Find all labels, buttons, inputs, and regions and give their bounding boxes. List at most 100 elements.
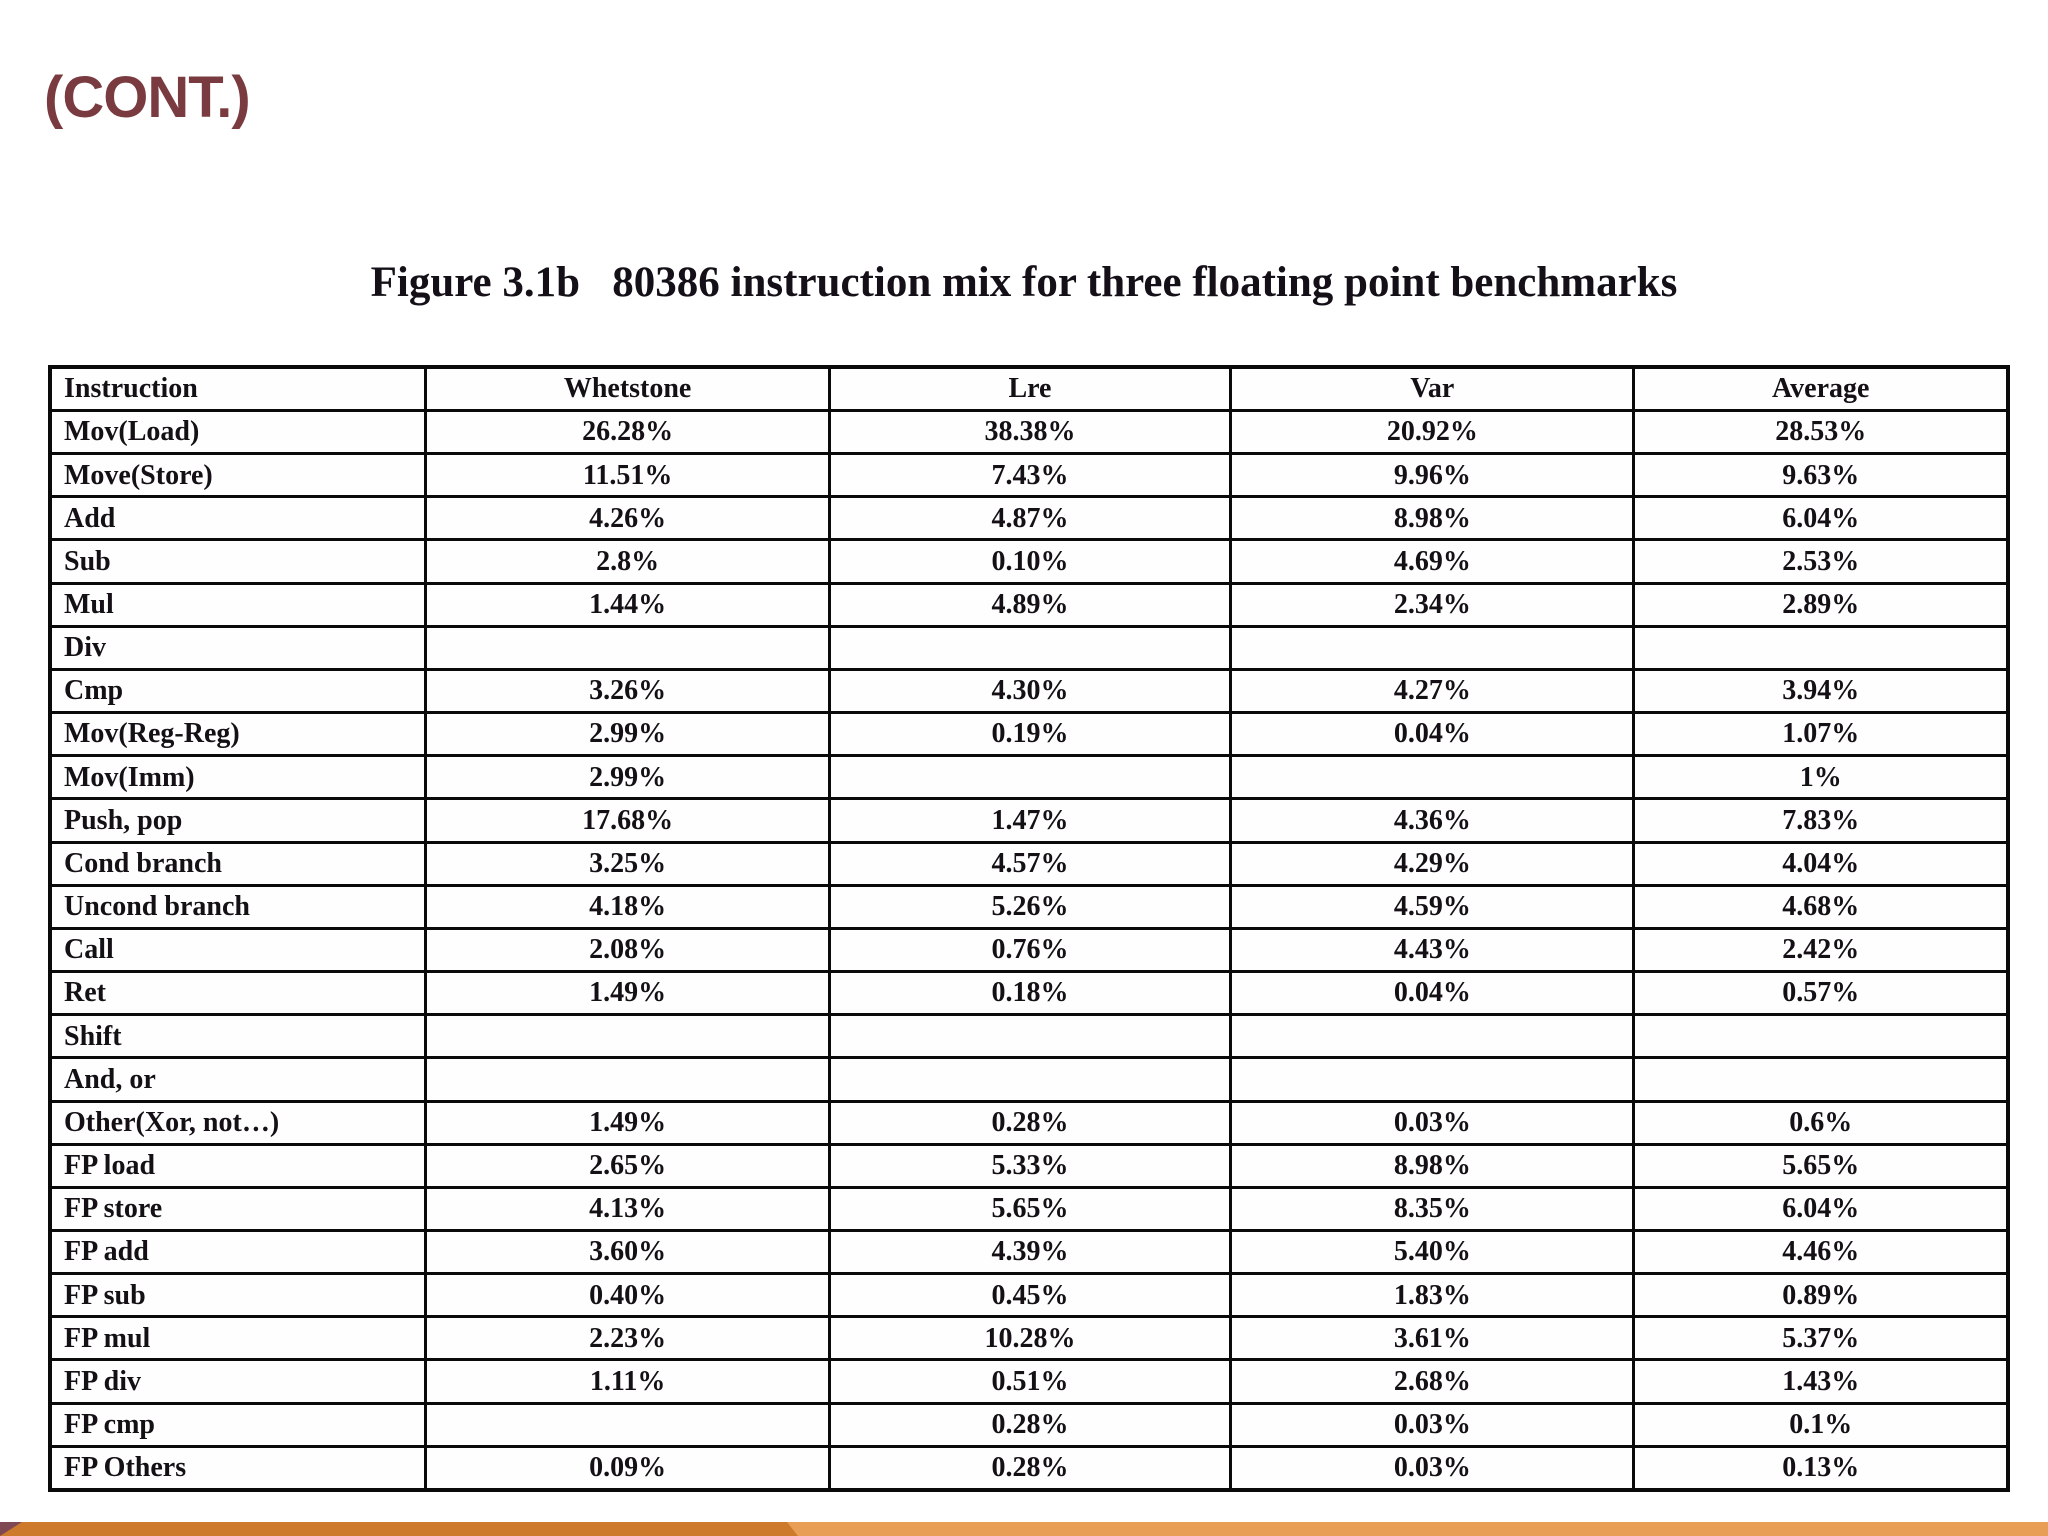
value-cell: 17.68% [424,797,831,844]
value-cell: 0.1% [1632,1401,2010,1448]
value-cell: 2.42% [1632,926,2010,974]
value-cell: 0.18% [827,970,1233,1017]
slide-heading: (CONT.) [44,65,251,130]
value-cell: 4.27% [1229,667,1636,715]
value-cell [827,1056,1233,1103]
value-cell: 0.04% [1229,970,1636,1017]
table-row: Mul 1.44% 4.89% 2.34% 2.89% [48,581,2010,628]
value-cell: 26.28% [424,408,831,456]
instruction-cell: Other(Xor, not…) [48,1099,428,1146]
value-cell [424,624,831,671]
table-row: FP Others 0.09% 0.28% 0.03% 0.13% [48,1444,2010,1492]
value-cell: 2.34% [1229,581,1636,628]
value-cell: 11.51% [424,452,831,499]
value-cell: 2.68% [1229,1358,1636,1405]
value-cell: 4.18% [424,883,831,930]
instruction-cell: FP div [48,1358,428,1405]
value-cell: 4.87% [827,495,1233,542]
value-cell: 10.28% [827,1315,1233,1362]
value-cell: 6.04% [1632,495,2010,542]
value-cell: 8.98% [1229,495,1636,542]
table-row: Other(Xor, not…) 1.49% 0.28% 0.03% 0.6% [48,1099,2010,1146]
value-cell: 0.28% [827,1099,1233,1146]
instruction-cell: FP store [48,1185,428,1232]
value-cell: 3.61% [1229,1315,1636,1362]
instruction-cell: Sub [48,538,428,585]
value-cell: 6.04% [1632,1185,2010,1232]
value-cell: 8.35% [1229,1185,1636,1232]
instruction-cell: And, or [48,1056,428,1103]
column-header: Whetstone [424,365,831,412]
footer-accent-dark [0,1522,798,1536]
value-cell: 5.33% [827,1142,1233,1189]
value-cell: 0.13% [1632,1444,2010,1492]
table-header: Instruction Whetstone Lre Var Average [48,365,2010,412]
instruction-cell: FP sub [48,1272,428,1319]
table-row: Push, pop 17.68% 1.47% 4.36% 7.83% [48,797,2010,844]
instruction-cell: FP mul [48,1315,428,1362]
value-cell: 4.43% [1229,926,1636,974]
value-cell [827,1013,1233,1060]
instruction-mix-table: Instruction Whetstone Lre Var Average Mov(Lo… [48,365,2010,1492]
value-cell: 2.99% [424,754,831,801]
value-cell: 1.44% [424,581,831,628]
value-cell: 4.39% [827,1228,1233,1276]
table-body: Mov(Load) 26.28% 38.38% 20.92% 28.53% Move(St… [48,408,2010,1492]
instruction-cell: Push, pop [48,797,428,844]
instruction-cell: Add [48,495,428,542]
value-cell: 0.51% [827,1358,1233,1405]
table-row: FP add 3.60% 4.39% 5.40% 4.46% [48,1228,2010,1276]
value-cell: 2.89% [1632,581,2010,628]
value-cell: 5.37% [1632,1315,2010,1362]
value-cell [1229,1013,1636,1060]
table-row: Uncond branch 4.18% 5.26% 4.59% 4.68% [48,883,2010,930]
table-row: Sub 2.8% 0.10% 4.69% 2.53% [48,538,2010,585]
value-cell: 4.57% [827,840,1233,887]
value-cell: 0.03% [1229,1401,1636,1448]
value-cell: 38.38% [827,408,1233,456]
value-cell: 0.19% [827,711,1233,758]
value-cell [827,754,1233,801]
value-cell: 0.10% [827,538,1233,585]
footer-bar [0,1522,2048,1536]
value-cell: 9.63% [1632,452,2010,499]
table-row: FP div 1.11% 0.51% 2.68% 1.43% [48,1358,2010,1405]
column-header: Lre [827,365,1233,412]
value-cell: 8.98% [1229,1142,1636,1189]
instruction-cell: Shift [48,1013,428,1060]
table-row: FP cmp 0.28% 0.03% 0.1% [48,1401,2010,1448]
table-row: Mov(Imm) 2.99% 1% [48,754,2010,801]
value-cell: 5.65% [827,1185,1233,1232]
value-cell [1229,624,1636,671]
value-cell: 1.47% [827,797,1233,844]
column-header: Instruction [48,365,428,412]
column-header: Average [1632,365,2010,412]
value-cell: 0.28% [827,1444,1233,1492]
instruction-cell: Mov(Load) [48,408,428,456]
value-cell: 3.25% [424,840,831,887]
value-cell [1632,624,2010,671]
value-cell: 3.94% [1632,667,2010,715]
table-row: Ret 1.49% 0.18% 0.04% 0.57% [48,970,2010,1017]
value-cell: 4.59% [1229,883,1636,930]
instruction-cell: FP add [48,1228,428,1276]
table-row: Shift [48,1013,2010,1060]
table-row: FP load 2.65% 5.33% 8.98% 5.65% [48,1142,2010,1189]
value-cell: 0.6% [1632,1099,2010,1146]
table-row: Cond branch 3.25% 4.57% 4.29% 4.04% [48,840,2010,887]
value-cell: 5.26% [827,883,1233,930]
value-cell: 0.04% [1229,711,1636,758]
column-header: Var [1229,365,1636,412]
instruction-cell: FP Others [48,1444,428,1492]
instruction-cell: Cond branch [48,840,428,887]
value-cell: 0.40% [424,1272,831,1319]
table-row: FP mul 2.23% 10.28% 3.61% 5.37% [48,1315,2010,1362]
value-cell [424,1056,831,1103]
value-cell: 2.53% [1632,538,2010,585]
value-cell: 20.92% [1229,408,1636,456]
figure-caption: Figure 3.1b 80386 instruction mix for th… [370,259,1678,306]
value-cell: 1.49% [424,970,831,1017]
value-cell: 4.46% [1632,1228,2010,1276]
value-cell: 28.53% [1632,408,2010,456]
